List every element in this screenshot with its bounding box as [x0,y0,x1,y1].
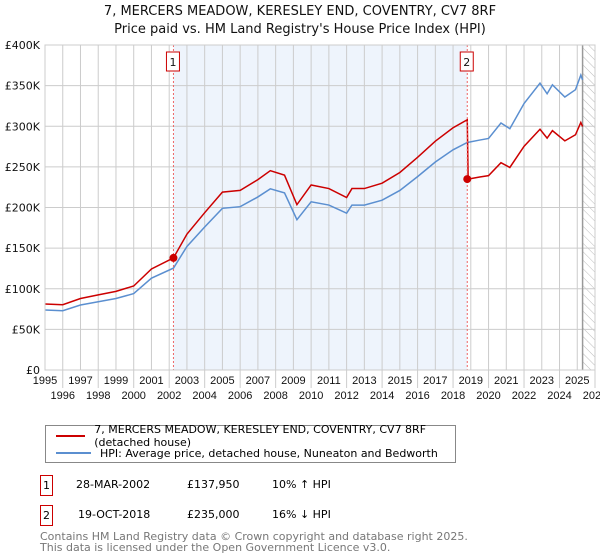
x-tick-label: 1998 [86,390,110,402]
legend-label-hpi: HPI: Average price, detached house, Nune… [100,446,438,460]
plot-frame [44,44,596,371]
y-tick-label: £400K [5,39,41,52]
legend-swatch-hpi [56,452,91,454]
x-tick-label: 2021 [494,375,518,387]
legend: 7, MERCERS MEADOW, KERESLEY END, COVENTR… [45,423,456,463]
x-tick-label: 1997 [68,375,92,387]
x-tick-label: 2003 [175,375,199,387]
x-tick-label: 2005 [210,375,234,387]
y-tick-label: £0 [26,364,40,377]
sale-date: 28-MAR-2002 [76,478,151,491]
x-tick-label: 1996 [50,390,74,402]
y-tick-label: £300K [5,120,41,133]
x-tick-label: 2011 [317,375,341,387]
x-tick-label: 2015 [388,375,412,387]
x-tick-label: 2020 [476,390,500,402]
x-tick-label: 2013 [352,375,376,387]
sale-hpi-diff: 16% ↓ HPI [272,508,331,521]
x-tick-label: 2014 [370,390,394,402]
x-tick-label: 2022 [512,390,536,402]
sale-point [463,175,472,184]
x-tick-label: 2024 [547,390,571,402]
x-tick-label: 2018 [441,390,465,402]
x-tick-label: 2019 [459,375,483,387]
x-tick-label: 1995 [33,375,57,387]
sale-marker-box [459,51,474,72]
x-tick-label: 2002 [157,390,181,402]
y-tick-label: £250K [5,161,41,174]
sale-marker-badge: 1 [40,475,53,496]
chart-subtitle: Price paid vs. HM Land Registry's House … [114,22,486,37]
x-tick-label: 2008 [263,390,287,402]
property-price-line [44,118,584,306]
x-tick-label: 2026 [583,390,600,402]
x-tick-label: 2004 [192,390,216,402]
sale-row: 2 19-OCT-2018 £235,000 16% ↓ HPI [40,505,540,526]
sale-marker-label: 2 [463,56,470,69]
x-tick-label: 2016 [405,390,429,402]
y-tick-label: £50K [12,323,41,336]
footer-copyright: Contains HM Land Registry data © Crown c… [40,530,468,543]
legend-item-hpi: HPI: Average price, detached house, Nune… [56,445,438,461]
x-tick-label: 2001 [139,375,163,387]
legend-swatch-property [56,435,86,437]
y-tick-label: £150K [5,242,41,255]
sale-price: £235,000 [187,508,240,521]
sale-hpi-diff: 10% ↑ HPI [272,478,331,491]
sale-point [169,253,178,262]
x-tick-label: 2006 [228,390,252,402]
legend-item-property: 7, MERCERS MEADOW, KERESLEY END, COVENTR… [56,423,455,449]
x-tick-label: 1999 [104,375,128,387]
sale-price: £137,950 [187,478,240,491]
legend-label-property: 7, MERCERS MEADOW, KERESLEY END, COVENTR… [94,423,427,449]
sale-marker-label: 1 [169,56,176,69]
y-tick-label: £350K [5,80,41,93]
sale-date: 19-OCT-2018 [78,508,151,521]
x-tick-label: 2010 [299,390,323,402]
chart-title: 7, MERCERS MEADOW, KERESLEY END, COVENTR… [103,4,497,19]
footer-licence: This data is licensed under the Open Gov… [40,541,391,554]
x-tick-label: 2007 [246,375,270,387]
hpi-line [44,72,584,312]
y-tick-label: £200K [5,202,41,215]
x-tick-label: 2025 [565,375,589,387]
y-tick-label: £100K [5,283,41,296]
x-tick-label: 2009 [281,375,305,387]
sale-row: 1 28-MAR-2002 £137,950 10% ↑ HPI [40,475,540,496]
x-tick-label: 2000 [121,390,145,402]
price-chart: 1995 1996 1997 1998 1999 2000 2001 2002 2003 2004… [5,39,600,402]
x-tick-label: 2023 [530,375,554,387]
x-tick-label: 2012 [334,390,358,402]
sale-marker-box [165,51,180,72]
sale-marker-badge: 2 [40,505,53,526]
x-tick-label: 2017 [423,375,447,387]
